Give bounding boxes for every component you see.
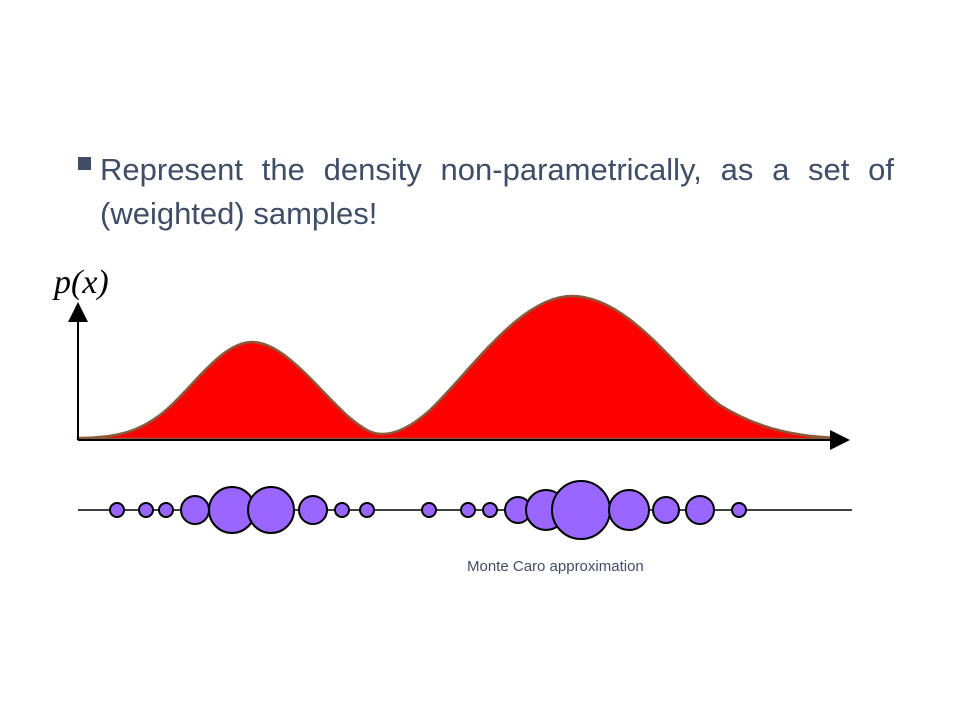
particle-sample: [460, 502, 476, 518]
particle-sample: [482, 502, 498, 518]
particle-sample: [334, 502, 350, 518]
particle-sample: [551, 480, 611, 540]
y-axis-label: p(x): [54, 264, 109, 301]
particle-sample: [138, 502, 154, 518]
particle-sample: [247, 486, 295, 534]
particle-sample: [298, 495, 328, 525]
particle-sample: [421, 502, 437, 518]
density-curve: [76, 294, 842, 441]
particle-sample: [608, 489, 650, 531]
particle-sample: [180, 495, 210, 525]
square-bullet-icon: [78, 157, 91, 170]
particle-sample: [685, 495, 715, 525]
bullet-text: Represent the density non-parametrically…: [100, 152, 894, 231]
figure-caption: Monte Caro approximation: [467, 558, 644, 575]
bullet-item: Represent the density non-parametrically…: [78, 148, 894, 236]
particle-sample: [158, 502, 174, 518]
particle-samples: [109, 480, 747, 540]
particle-sample: [359, 502, 375, 518]
particle-sample: [731, 502, 747, 518]
particle-sample: [109, 502, 125, 518]
particle-sample: [652, 496, 680, 524]
